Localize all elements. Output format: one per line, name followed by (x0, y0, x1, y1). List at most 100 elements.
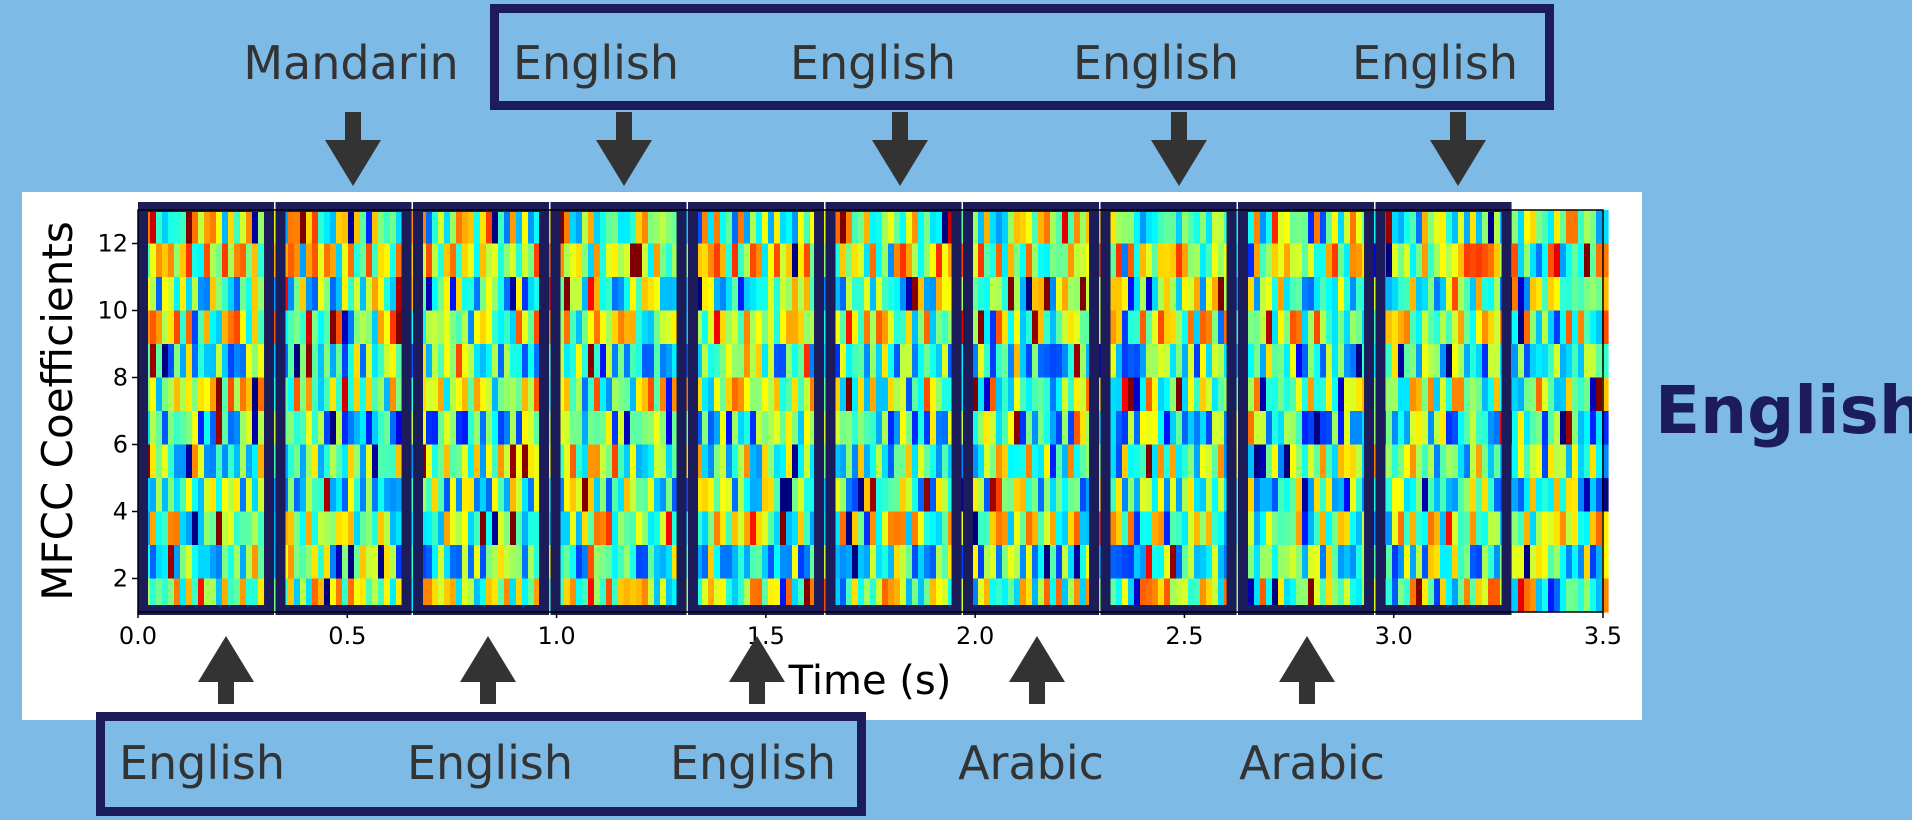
heatmap-cell (1170, 478, 1177, 513)
heatmap-cell (726, 344, 733, 379)
heatmap-cell (1182, 545, 1189, 580)
heatmap-cell (840, 277, 847, 312)
heatmap-cell (1290, 444, 1297, 479)
heatmap-cell (936, 478, 943, 513)
heatmap-cell (642, 478, 649, 513)
heatmap-cell (696, 243, 703, 278)
heatmap-cell (732, 478, 739, 513)
heatmap-cell (1548, 578, 1555, 613)
heatmap-cell (990, 344, 997, 379)
heatmap-cell (1470, 578, 1477, 613)
heatmap-cell (246, 578, 253, 613)
heatmap-cell (432, 411, 439, 446)
heatmap-cell (234, 243, 241, 278)
heatmap-cell (384, 344, 391, 379)
heatmap-cell (1422, 277, 1429, 312)
heatmap-cell (1068, 310, 1075, 345)
heatmap-cell (360, 243, 367, 278)
heatmap-cell (1284, 478, 1291, 513)
heatmap-cell (1308, 310, 1315, 345)
up-arrow-icon (198, 636, 254, 704)
heatmap-cell (912, 444, 919, 479)
heatmap-cell (462, 344, 469, 379)
heatmap-cell (1440, 277, 1447, 312)
heatmap-cell (762, 277, 769, 312)
heatmap-cell (834, 377, 841, 412)
heatmap-cell (432, 377, 439, 412)
heatmap-cell (1182, 377, 1189, 412)
heatmap-cell (1386, 545, 1393, 580)
heatmap-cell (654, 545, 661, 580)
heatmap-cell (918, 444, 925, 479)
heatmap-cell (426, 210, 433, 245)
heatmap-cell (420, 444, 427, 479)
heatmap-cell (846, 377, 853, 412)
heatmap-cell (570, 210, 577, 245)
heatmap-cell (858, 478, 865, 513)
heatmap-cell (546, 344, 553, 379)
heatmap-cell (1518, 578, 1525, 613)
heatmap-cell (1572, 545, 1579, 580)
heatmap-cell (666, 545, 673, 580)
heatmap-cell (672, 210, 679, 245)
heatmap-cell (1140, 478, 1147, 513)
heatmap-cell (318, 377, 325, 412)
heatmap-cell (240, 310, 247, 345)
heatmap-cell (1200, 277, 1207, 312)
heatmap-cell (378, 411, 385, 446)
heatmap-cell (1572, 478, 1579, 513)
heatmap-cell (1068, 210, 1075, 245)
heatmap-cell (390, 578, 397, 613)
heatmap-cell (468, 411, 475, 446)
heatmap-cell (1554, 344, 1561, 379)
heatmap-cell (1332, 545, 1339, 580)
heatmap-cell (606, 545, 613, 580)
heatmap-cell (804, 411, 811, 446)
heatmap-cell (1572, 377, 1579, 412)
x-tick-label: 0.0 (119, 622, 157, 650)
heatmap-cell (738, 478, 745, 513)
heatmap-cell (894, 377, 901, 412)
heatmap-cell (456, 511, 463, 546)
heatmap-cell (702, 210, 709, 245)
heatmap-cell (516, 578, 523, 613)
heatmap-cell (1398, 545, 1405, 580)
heatmap-cell (1284, 344, 1291, 379)
heatmap-cell (1434, 545, 1441, 580)
heatmap-cell (1134, 578, 1141, 613)
heatmap-cell (846, 310, 853, 345)
heatmap-cell (534, 377, 541, 412)
heatmap-cell (702, 545, 709, 580)
heatmap-cell (654, 310, 661, 345)
heatmap-cell (822, 578, 829, 613)
heatmap-cell (288, 210, 295, 245)
heatmap-cell (1008, 277, 1015, 312)
heatmap-cell (660, 545, 667, 580)
heatmap-cell (1272, 277, 1279, 312)
heatmap-cell (1554, 277, 1561, 312)
heatmap-cell (1128, 444, 1135, 479)
heatmap-cell (930, 210, 937, 245)
heatmap-cell (1020, 210, 1027, 245)
heatmap-cell (1152, 411, 1159, 446)
heatmap-cell (1068, 377, 1075, 412)
heatmap-cell (936, 411, 943, 446)
heatmap-cell (216, 411, 223, 446)
heatmap-cell (1254, 444, 1261, 479)
heatmap-cell (438, 277, 445, 312)
heatmap-cell (1200, 578, 1207, 613)
heatmap-cell (756, 511, 763, 546)
heatmap-cell (1602, 478, 1609, 513)
heatmap-cell (714, 310, 721, 345)
heatmap-cell (1176, 511, 1183, 546)
heatmap-cell (810, 411, 817, 446)
heatmap-cell (1008, 444, 1015, 479)
heatmap-cell (462, 511, 469, 546)
heatmap-cell (672, 511, 679, 546)
heatmap-cell (1296, 310, 1303, 345)
heatmap-cell (426, 411, 433, 446)
heatmap-cell (1062, 210, 1069, 245)
heatmap-cell (1134, 411, 1141, 446)
heatmap-cell (1314, 310, 1321, 345)
heatmap-cell (1182, 243, 1189, 278)
